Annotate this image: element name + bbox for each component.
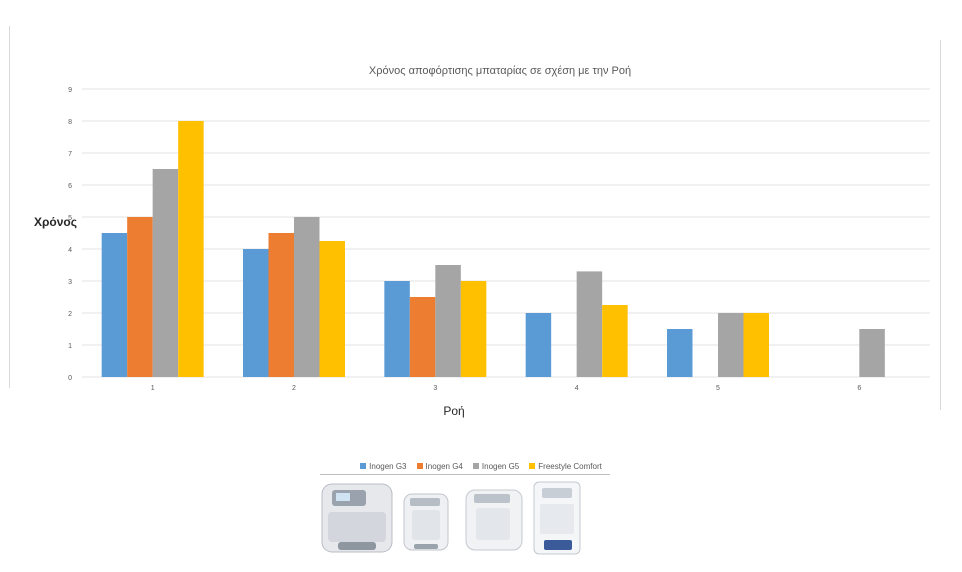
- legend-item: Inogen G4: [416, 461, 463, 471]
- y-tick-label: 4: [68, 247, 72, 254]
- chart-frame-left: [9, 26, 10, 388]
- bar-freestyle-comfort-1: [178, 121, 204, 377]
- legend-item: Inogen G3: [360, 461, 407, 471]
- x-axis-title: Ροή: [443, 404, 464, 418]
- chart: Χρόνος αποφόρτισης μπαταρίας σε σχέση με…: [34, 65, 930, 418]
- y-tick-labels: 0 1 2 3 4 5 6 7 8 9: [68, 87, 72, 382]
- bar-inogen-g4-3: [409, 297, 436, 377]
- legend: Inogen G3 Inogen G4 Inogen G5 Freestyle Com…: [0, 456, 962, 474]
- y-tick-label: 2: [68, 311, 72, 318]
- bar-inogen-g4-1: [127, 217, 153, 377]
- y-tick-label: 3: [68, 279, 72, 286]
- bar-freestyle-comfort-4: [602, 305, 628, 377]
- legend-label: Inogen G4: [425, 461, 463, 471]
- y-tick-label: 8: [68, 119, 72, 126]
- bar-inogen-g5-5: [718, 313, 744, 377]
- legend-swatch: [416, 463, 423, 469]
- inogen-g5-device-icon: [465, 489, 523, 551]
- y-tick-label: 7: [68, 151, 72, 158]
- bar-inogen-g5-1: [152, 169, 179, 377]
- bar-inogen-g3-5: [667, 329, 693, 377]
- bar-freestyle-comfort-3: [460, 281, 487, 377]
- bar-inogen-g4-2: [268, 233, 294, 377]
- legend-label: Inogen G5: [481, 461, 520, 471]
- x-tick-label: 2: [292, 385, 296, 392]
- legend-swatch: [360, 463, 367, 469]
- y-axis-title: Χρόνος: [34, 215, 77, 229]
- x-tick-label: 3: [433, 385, 437, 392]
- freestyle-comfort-device-icon: [533, 481, 581, 555]
- inogen-g3-device-icon: [321, 483, 393, 553]
- bar-inogen-g3-2: [243, 249, 269, 377]
- chart-title: Χρόνος αποφόρτισης μπαταρίας σε σχέση με…: [369, 65, 631, 77]
- legend-divider: [320, 474, 610, 475]
- chart-frame-right: [940, 40, 941, 410]
- legend-item: Freestyle Comfort: [529, 462, 602, 471]
- y-tick-label: 6: [68, 183, 72, 190]
- x-tick-label: 5: [716, 385, 720, 392]
- legend-label: Inogen G3: [369, 461, 407, 471]
- bar-freestyle-comfort-2: [319, 241, 345, 377]
- x-tick-labels: 1 2 3 4 5 6: [151, 385, 862, 392]
- bar-inogen-g5-4: [576, 271, 603, 377]
- x-tick-label: 1: [151, 385, 155, 392]
- device-images: [321, 481, 581, 555]
- y-tick-label: 9: [68, 87, 72, 94]
- y-tick-label: 5: [68, 215, 72, 222]
- bar-inogen-g3-4: [525, 313, 552, 377]
- bar-inogen-g5-3: [435, 265, 461, 377]
- y-tick-label: 0: [68, 375, 72, 382]
- bar-inogen-g3-1: [101, 233, 128, 377]
- bars: [101, 121, 885, 377]
- bar-inogen-g5-6: [859, 329, 885, 377]
- legend-swatch: [472, 463, 479, 469]
- x-tick-label: 4: [575, 385, 579, 392]
- bar-inogen-g5-2: [294, 217, 320, 377]
- legend-item: Inogen G5: [472, 461, 520, 471]
- inogen-g4-device-icon: [403, 493, 449, 551]
- bar-freestyle-comfort-5: [743, 313, 769, 377]
- legend-label: Freestyle Comfort: [538, 461, 602, 471]
- x-tick-label: 6: [857, 385, 861, 392]
- legend-swatch: [529, 463, 536, 469]
- bar-inogen-g3-3: [384, 281, 410, 377]
- y-tick-label: 1: [68, 343, 72, 350]
- gridlines: [82, 88, 930, 378]
